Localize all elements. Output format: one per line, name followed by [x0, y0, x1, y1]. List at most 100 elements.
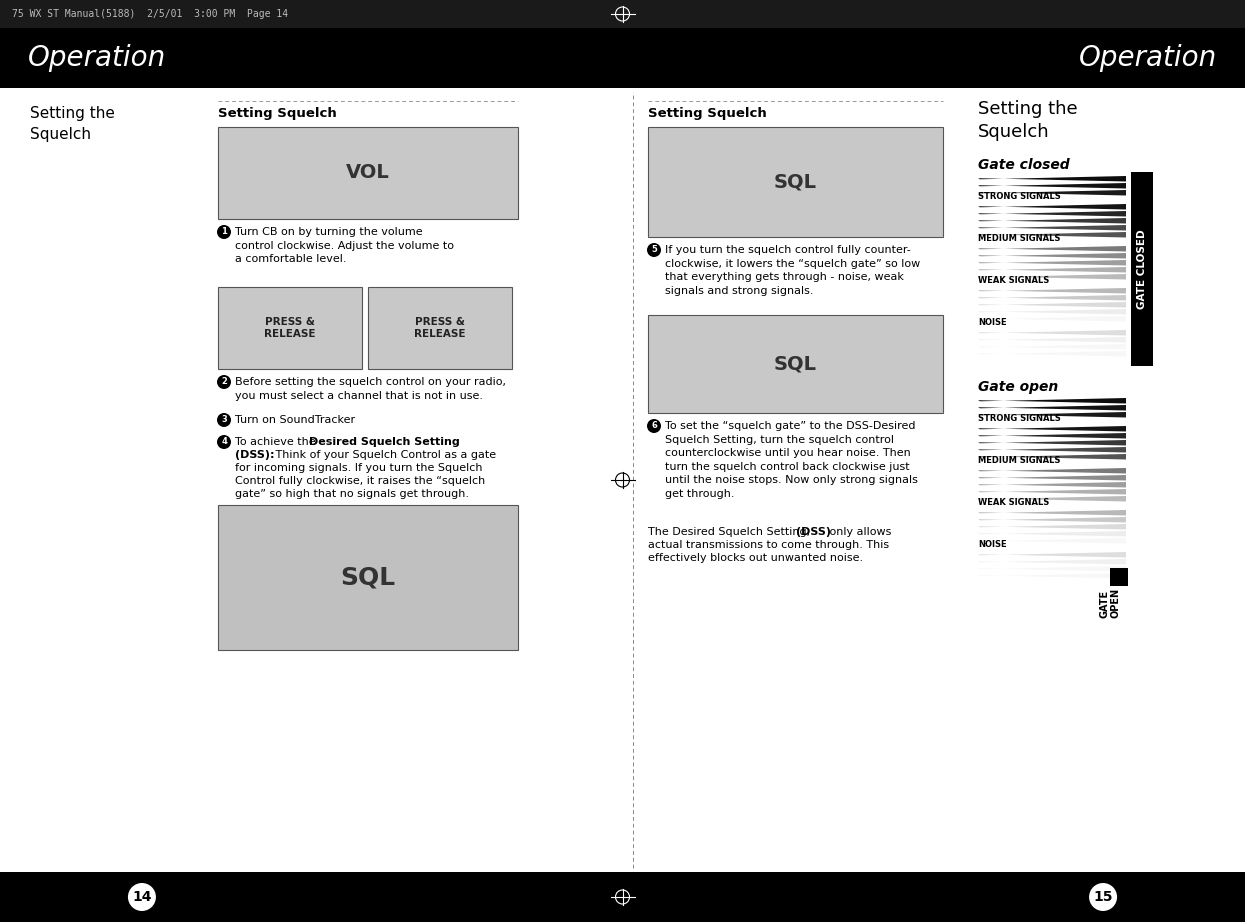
Polygon shape — [979, 524, 1125, 529]
Text: SQL: SQL — [774, 354, 817, 373]
Text: Before setting the squelch control on your radio,
you must select a channel that: Before setting the squelch control on yo… — [235, 377, 505, 400]
Text: To achieve the: To achieve the — [235, 437, 319, 447]
Text: The Desired Squelch Setting,: The Desired Squelch Setting, — [647, 527, 814, 537]
Text: effectively blocks out unwanted noise.: effectively blocks out unwanted noise. — [647, 553, 863, 563]
Polygon shape — [979, 573, 1125, 578]
Bar — [218, 505, 518, 650]
Text: Turn on SoundTracker: Turn on SoundTracker — [235, 415, 355, 425]
Text: only allows: only allows — [825, 527, 891, 537]
Text: MEDIUM SIGNALS: MEDIUM SIGNALS — [979, 456, 1061, 465]
Text: MEDIUM SIGNALS: MEDIUM SIGNALS — [979, 234, 1061, 243]
Polygon shape — [979, 246, 1125, 252]
Polygon shape — [979, 489, 1125, 494]
Text: SQL: SQL — [774, 172, 817, 192]
Bar — [1111, 568, 1128, 586]
Bar — [0, 28, 632, 88]
Text: 15: 15 — [1093, 890, 1113, 904]
Text: 1: 1 — [222, 228, 227, 237]
Polygon shape — [979, 398, 1125, 404]
Polygon shape — [979, 274, 1125, 279]
Text: Turn CB on by turning the volume
control clockwise. Adjust the volume to
a comfo: Turn CB on by turning the volume control… — [235, 227, 454, 265]
Text: WEAK SIGNALS: WEAK SIGNALS — [979, 498, 1050, 507]
Polygon shape — [979, 204, 1125, 209]
Text: PRESS &
RELEASE: PRESS & RELEASE — [415, 317, 466, 338]
Text: 5: 5 — [651, 245, 657, 254]
Text: NOISE: NOISE — [979, 318, 1007, 327]
Circle shape — [217, 413, 232, 427]
Polygon shape — [979, 440, 1125, 445]
Bar — [369, 287, 512, 369]
Bar — [0, 0, 1245, 28]
Text: (DSS): (DSS) — [796, 527, 830, 537]
Text: VOL: VOL — [346, 163, 390, 183]
Bar — [0, 872, 1245, 922]
Polygon shape — [979, 433, 1125, 439]
Polygon shape — [979, 412, 1125, 418]
Text: Operation: Operation — [1078, 44, 1218, 72]
Polygon shape — [979, 302, 1125, 308]
Text: 14: 14 — [132, 890, 152, 904]
Polygon shape — [979, 176, 1125, 182]
Polygon shape — [979, 496, 1125, 502]
Polygon shape — [979, 253, 1125, 258]
Text: gate” so high that no signals get through.: gate” so high that no signals get throug… — [235, 489, 469, 499]
Polygon shape — [979, 330, 1125, 336]
Polygon shape — [979, 218, 1125, 223]
Polygon shape — [979, 288, 1125, 293]
Bar — [632, 28, 1245, 88]
Text: Operation: Operation — [27, 44, 167, 72]
Bar — [647, 315, 942, 413]
Circle shape — [647, 419, 661, 433]
Polygon shape — [979, 517, 1125, 523]
Text: Setting Squelch: Setting Squelch — [647, 107, 767, 120]
Text: STRONG SIGNALS: STRONG SIGNALS — [979, 192, 1061, 201]
Text: Setting the
Squelch: Setting the Squelch — [979, 100, 1078, 141]
Polygon shape — [979, 211, 1125, 217]
Text: Control fully clockwise, it raises the “squelch: Control fully clockwise, it raises the “… — [235, 476, 486, 486]
Text: To set the “squelch gate” to the DSS-Desired
Squelch Setting, turn the squelch c: To set the “squelch gate” to the DSS-Des… — [665, 421, 918, 499]
Text: Gate closed: Gate closed — [979, 158, 1069, 172]
Text: Gate open: Gate open — [979, 380, 1058, 394]
Text: 4: 4 — [222, 438, 227, 446]
Polygon shape — [979, 232, 1125, 238]
Text: 75 WX ST Manual(5188)  2/5/01  3:00 PM  Page 14: 75 WX ST Manual(5188) 2/5/01 3:00 PM Pag… — [12, 9, 288, 19]
Circle shape — [217, 375, 232, 389]
Polygon shape — [979, 531, 1125, 537]
Polygon shape — [979, 559, 1125, 564]
Text: SQL: SQL — [340, 565, 396, 589]
Polygon shape — [979, 225, 1125, 230]
Polygon shape — [979, 267, 1125, 273]
Text: Setting the
Squelch: Setting the Squelch — [30, 106, 115, 142]
Text: GATE CLOSED: GATE CLOSED — [1137, 230, 1147, 309]
Polygon shape — [979, 510, 1125, 515]
Text: GATE
OPEN: GATE OPEN — [1101, 588, 1120, 618]
Polygon shape — [979, 316, 1125, 322]
Polygon shape — [979, 260, 1125, 266]
Polygon shape — [979, 183, 1125, 188]
Polygon shape — [979, 405, 1125, 410]
Text: If you turn the squelch control fully counter-
clockwise, it lowers the “squelch: If you turn the squelch control fully co… — [665, 245, 920, 296]
Polygon shape — [979, 482, 1125, 488]
Circle shape — [1089, 883, 1117, 911]
Text: NOISE: NOISE — [979, 540, 1007, 549]
Text: (DSS):: (DSS): — [235, 450, 274, 460]
Circle shape — [217, 435, 232, 449]
Text: Setting Squelch: Setting Squelch — [218, 107, 336, 120]
Polygon shape — [979, 552, 1125, 558]
Polygon shape — [979, 309, 1125, 314]
Bar — [218, 127, 518, 219]
Polygon shape — [979, 295, 1125, 301]
Bar — [1130, 172, 1153, 366]
Text: 3: 3 — [222, 416, 227, 424]
Circle shape — [647, 243, 661, 257]
Polygon shape — [979, 538, 1125, 543]
Text: 2: 2 — [222, 377, 227, 386]
Circle shape — [217, 225, 232, 239]
Polygon shape — [979, 468, 1125, 474]
Text: Think of your Squelch Control as a gate: Think of your Squelch Control as a gate — [271, 450, 496, 460]
Text: WEAK SIGNALS: WEAK SIGNALS — [979, 276, 1050, 285]
Polygon shape — [979, 475, 1125, 480]
Text: Desired Squelch Setting: Desired Squelch Setting — [309, 437, 459, 447]
Polygon shape — [979, 426, 1125, 431]
Bar — [218, 287, 362, 369]
